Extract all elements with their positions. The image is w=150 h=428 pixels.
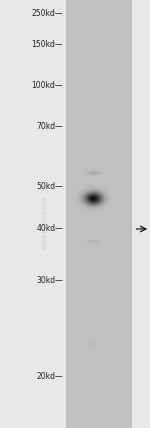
Text: 100kd—: 100kd— — [32, 81, 63, 90]
Text: 150kd—: 150kd— — [32, 40, 63, 50]
Text: 250kd—: 250kd— — [32, 9, 63, 18]
Text: 50kd—: 50kd— — [36, 181, 63, 191]
Text: 40kd—: 40kd— — [36, 224, 63, 234]
Text: 30kd—: 30kd— — [36, 276, 63, 285]
Text: WWW.PTGLAB.COM: WWW.PTGLAB.COM — [42, 196, 48, 249]
Text: 20kd—: 20kd— — [36, 372, 63, 381]
Bar — [66, 0, 132, 428]
Text: 70kd—: 70kd— — [36, 122, 63, 131]
